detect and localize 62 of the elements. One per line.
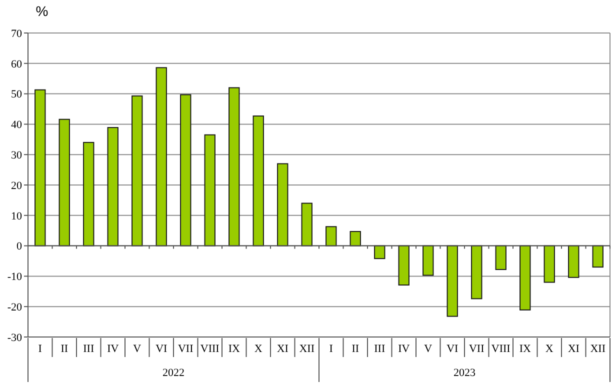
y-tick-label: 70: [11, 28, 22, 40]
text: 2023: [454, 367, 476, 379]
bar: [107, 127, 118, 246]
x-tick-label: I: [329, 343, 334, 355]
text: 2022: [162, 367, 184, 379]
y-tick-label: 30: [11, 149, 22, 162]
x-tick-label: XI: [276, 343, 289, 355]
bar: [34, 89, 46, 246]
y-tick-label: 20: [11, 180, 22, 192]
x-tick-label: VIII: [200, 343, 220, 355]
bar: [592, 245, 604, 268]
x-tick-label: II: [352, 343, 360, 355]
x-tick-label: V: [424, 343, 432, 355]
x-tick-label: I: [38, 343, 42, 355]
y-tick-label: 40: [11, 119, 22, 132]
x-tick-label: IV: [107, 343, 119, 355]
x-tick-label: VII: [178, 343, 194, 355]
x-tick-label: X: [254, 343, 262, 355]
bar: [398, 245, 410, 286]
bar: [180, 94, 192, 246]
bar: [204, 134, 216, 246]
bar: [422, 245, 434, 276]
y-tick-label: 0: [16, 240, 22, 253]
bar: [301, 202, 312, 246]
x-tick-label: IX: [519, 343, 531, 355]
x-tick-label: IX: [228, 343, 240, 355]
x-tick-label: II: [60, 343, 68, 355]
y-tick-label: 50: [11, 88, 22, 101]
x-tick-label: XI: [568, 343, 580, 355]
bar: [277, 163, 288, 246]
y-axis-title: %: [36, 3, 48, 19]
bar: [471, 245, 482, 300]
x-tick-label: V: [133, 343, 142, 355]
bar: [252, 115, 264, 246]
bar: [446, 245, 458, 317]
bar: [326, 226, 337, 246]
bar: [520, 245, 531, 310]
x-tick-label: VII: [468, 343, 485, 355]
x-tick-label: VIII: [491, 343, 511, 355]
y-tick-label: 60: [11, 58, 22, 70]
x-tick-label: VI: [446, 343, 459, 355]
y-tick-label: -30: [7, 332, 22, 344]
bar: [544, 245, 555, 283]
bar: [568, 245, 580, 278]
bar: [350, 231, 361, 246]
bar: [374, 245, 386, 260]
x-tick-label: XII: [590, 343, 606, 355]
x-tick-label: VI: [156, 343, 168, 355]
y-tick-label: -20: [7, 301, 22, 314]
bar: [228, 87, 240, 246]
bar: [132, 95, 143, 246]
x-tick-label: III: [374, 343, 386, 355]
y-tick-label: 10: [11, 210, 22, 222]
bar: [156, 67, 167, 246]
x-tick-label: X: [545, 343, 554, 355]
bar: [83, 142, 94, 246]
bar: [495, 245, 506, 270]
x-tick-label: III: [83, 343, 94, 355]
bar: [58, 118, 70, 246]
x-tick-label: IV: [398, 343, 410, 355]
y-tick-label: -10: [7, 271, 22, 284]
x-tick-label: XII: [299, 343, 315, 355]
